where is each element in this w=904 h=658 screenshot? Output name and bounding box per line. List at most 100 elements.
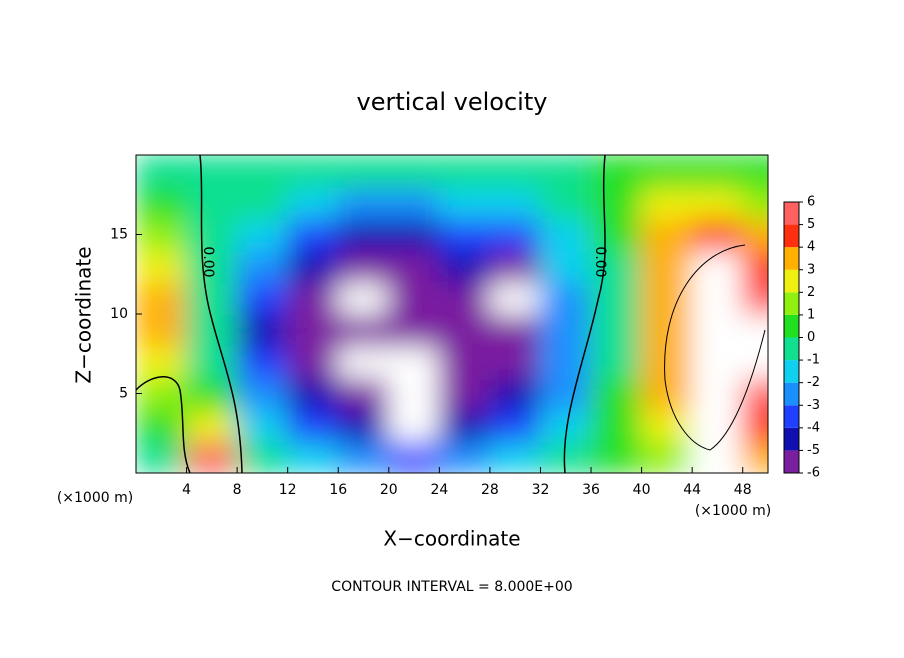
field-cell xyxy=(539,217,593,252)
field-cell xyxy=(691,249,744,284)
field-cell xyxy=(286,440,340,473)
field-cell xyxy=(286,313,340,347)
field-cell xyxy=(539,155,593,188)
zero-contours xyxy=(136,155,766,473)
field-cell xyxy=(286,249,340,284)
colorbar-tick-label: -6 xyxy=(807,466,820,481)
colorbar-band xyxy=(784,292,799,315)
field-cell xyxy=(488,440,542,473)
field-cell xyxy=(438,217,491,252)
x-tick-label: 36 xyxy=(582,482,600,498)
y-axis-label: Z−coordinate xyxy=(72,246,96,383)
field-cell xyxy=(236,408,289,443)
field-cell xyxy=(590,185,643,220)
field-cell xyxy=(236,185,289,220)
colorbar-band xyxy=(784,269,799,293)
field-cell xyxy=(488,344,542,379)
colorbar-band xyxy=(784,360,799,383)
field-cell xyxy=(236,249,289,284)
field-cell xyxy=(488,155,542,188)
field-cell xyxy=(387,185,441,220)
field-cell xyxy=(691,185,744,220)
field-cell xyxy=(185,376,239,411)
field-cell xyxy=(337,408,390,443)
x-tick-label: 24 xyxy=(430,482,448,498)
field-cell xyxy=(590,217,643,252)
field-cell xyxy=(438,155,491,188)
colorbar-band xyxy=(784,337,799,361)
colorbar-tick-label: 5 xyxy=(807,217,815,232)
colorbar-band xyxy=(784,427,799,451)
field-cell xyxy=(337,155,390,188)
colorbar-band xyxy=(784,314,799,338)
field-cell xyxy=(185,185,239,220)
field-cell xyxy=(236,376,289,411)
field-cell xyxy=(640,440,694,473)
field-cell xyxy=(691,281,744,315)
field-cell xyxy=(488,376,542,411)
field-cell xyxy=(691,313,744,347)
field-cell xyxy=(387,217,441,252)
field-cell xyxy=(337,440,390,473)
contour-label: 0.00 xyxy=(200,246,216,277)
field-cell xyxy=(286,217,340,252)
field-cell xyxy=(741,185,768,220)
field-cell xyxy=(438,440,491,473)
field-cell xyxy=(640,155,694,188)
field-cell xyxy=(387,313,441,347)
colorbar-band xyxy=(784,450,799,473)
x-axis-label: X−coordinate xyxy=(383,527,520,551)
field-cell xyxy=(136,408,188,443)
contour-line xyxy=(136,376,191,473)
field-cell xyxy=(387,249,441,284)
field-cell xyxy=(136,344,188,379)
field-cell xyxy=(640,313,694,347)
field-cell xyxy=(438,313,491,347)
contour-line xyxy=(563,155,606,473)
field-cell xyxy=(438,185,491,220)
field-cell xyxy=(539,185,593,220)
field-cell xyxy=(136,376,188,411)
field-cell xyxy=(337,249,390,284)
y-tick-label: 15 xyxy=(110,227,128,243)
colorbar-band xyxy=(784,202,799,225)
field-cell xyxy=(691,376,744,411)
field-cell xyxy=(438,376,491,411)
x-tick-label: 8 xyxy=(233,482,242,498)
field-cell xyxy=(337,344,390,379)
field-cell xyxy=(387,281,441,315)
field-cell xyxy=(590,344,643,379)
field-cell xyxy=(488,217,542,252)
field-cell xyxy=(590,408,643,443)
colorbar-tick-label: 3 xyxy=(807,262,815,277)
colorbar-tick-label: 0 xyxy=(807,330,815,345)
y-tick-label: 10 xyxy=(110,306,128,322)
field-cell xyxy=(488,249,542,284)
colorbar-tick-label: -5 xyxy=(807,443,820,458)
field-cell xyxy=(691,155,744,188)
field-cell xyxy=(590,313,643,347)
colorbar-band xyxy=(784,224,799,248)
field-cell xyxy=(236,155,289,188)
field-cell xyxy=(286,185,340,220)
field-cell xyxy=(136,249,188,284)
field-cell xyxy=(185,217,239,252)
x-tick-label: 16 xyxy=(329,482,347,498)
field-cell xyxy=(286,281,340,315)
field-cell xyxy=(539,440,593,473)
field-cell xyxy=(136,440,188,473)
field-cell xyxy=(640,344,694,379)
field-cell xyxy=(337,217,390,252)
field-cell xyxy=(640,408,694,443)
field xyxy=(136,155,768,473)
y-tick-label: 5 xyxy=(119,386,128,402)
field-cell xyxy=(488,408,542,443)
field-cell xyxy=(136,155,188,188)
field-cell xyxy=(539,376,593,411)
field-cell xyxy=(741,344,768,379)
contour-label: 0.00 xyxy=(592,246,608,277)
field-cell xyxy=(136,313,188,347)
field-cell xyxy=(236,344,289,379)
field-cell xyxy=(488,185,542,220)
